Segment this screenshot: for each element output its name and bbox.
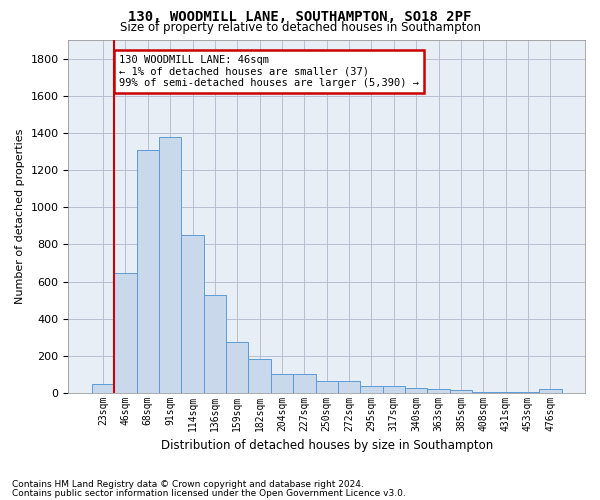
Bar [517, 392, 539, 393]
Bar [293, 374, 316, 393]
Bar [494, 392, 517, 393]
Text: Size of property relative to detached houses in Southampton: Size of property relative to detached ho… [119, 21, 481, 34]
Bar [338, 381, 360, 393]
Bar [450, 390, 472, 393]
Bar [427, 390, 450, 393]
Bar [114, 274, 137, 393]
Text: 130 WOODMILL LANE: 46sqm
← 1% of detached houses are smaller (37)
99% of semi-de: 130 WOODMILL LANE: 46sqm ← 1% of detache… [119, 55, 419, 88]
Bar [539, 390, 562, 393]
Bar [226, 342, 248, 393]
Bar [204, 294, 226, 393]
Text: 130, WOODMILL LANE, SOUTHAMPTON, SO18 2PF: 130, WOODMILL LANE, SOUTHAMPTON, SO18 2P… [128, 10, 472, 24]
Bar [360, 386, 383, 393]
Y-axis label: Number of detached properties: Number of detached properties [15, 129, 25, 304]
Bar [271, 374, 293, 393]
Bar [181, 235, 204, 393]
Bar [316, 381, 338, 393]
Bar [472, 392, 494, 393]
Bar [92, 384, 114, 393]
Bar [248, 359, 271, 393]
Bar [137, 150, 159, 393]
Bar [405, 388, 427, 393]
Bar [383, 386, 405, 393]
X-axis label: Distribution of detached houses by size in Southampton: Distribution of detached houses by size … [161, 440, 493, 452]
Text: Contains public sector information licensed under the Open Government Licence v3: Contains public sector information licen… [12, 488, 406, 498]
Bar [159, 136, 181, 393]
Text: Contains HM Land Registry data © Crown copyright and database right 2024.: Contains HM Land Registry data © Crown c… [12, 480, 364, 489]
